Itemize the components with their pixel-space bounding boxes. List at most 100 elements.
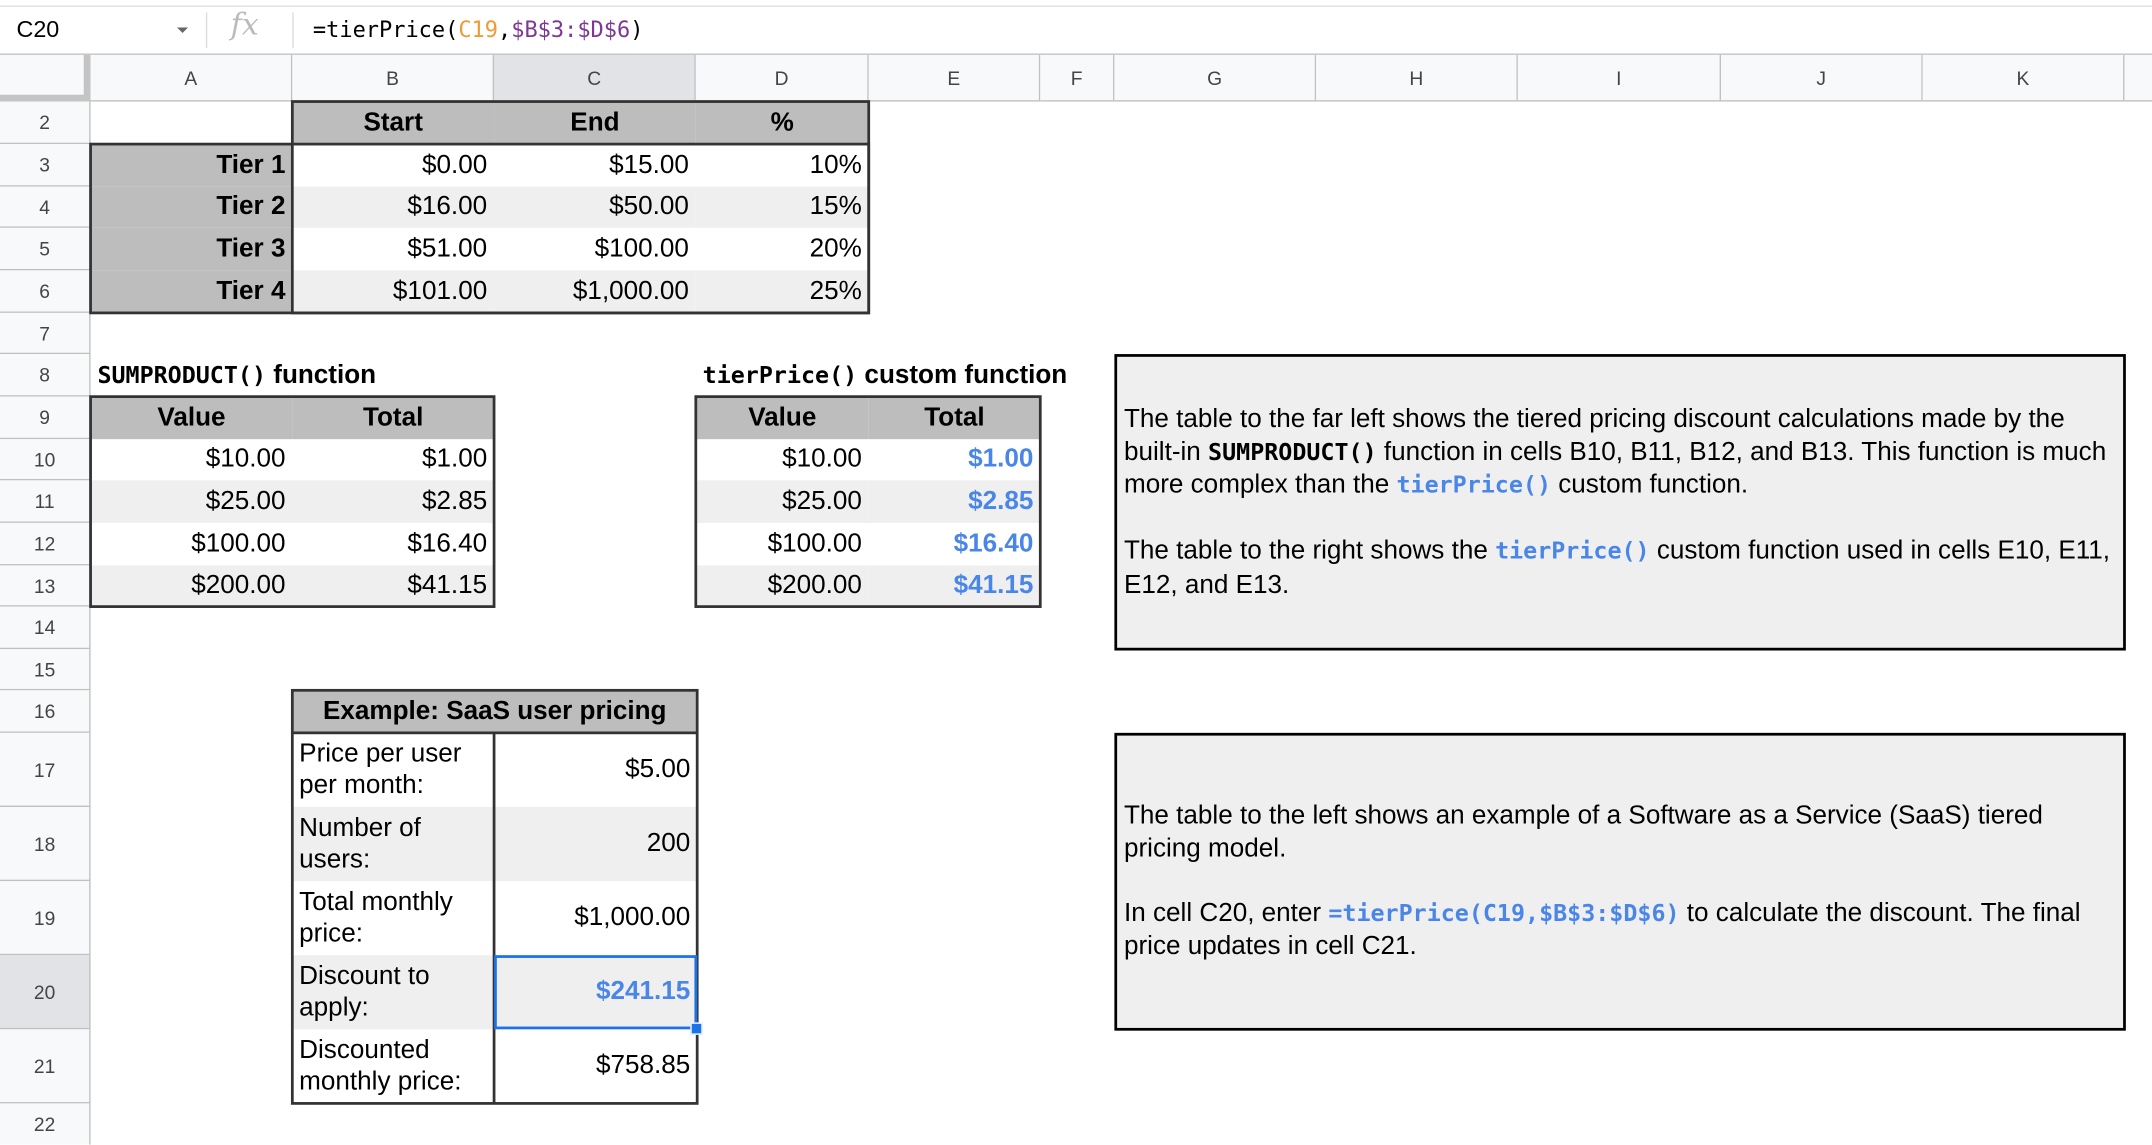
tier-header-pct[interactable]: % (695, 101, 869, 145)
saas-label-users[interactable]: Number of users: (292, 806, 495, 882)
saas-value-users[interactable]: 200 (494, 806, 698, 882)
note2-paragraph-1: The table to the left shows an example o… (1123, 801, 2043, 863)
row-header-16[interactable]: 16 (0, 690, 91, 733)
note-box-saas[interactable]: The table to the left shows an example o… (1114, 732, 2126, 1031)
row-header-15[interactable]: 15 (0, 649, 91, 691)
row-header-4[interactable]: 4 (0, 186, 91, 228)
freeze-row-handle[interactable] (0, 94, 91, 102)
tierprice-total[interactable]: $1.00 (968, 444, 1034, 474)
saas-value-discount[interactable]: $241.15 (494, 955, 698, 1030)
name-box[interactable]: C20 (16, 16, 60, 43)
column-header-h[interactable]: H (1316, 54, 1518, 102)
freeze-column-handle[interactable] (83, 54, 91, 102)
tier-start[interactable]: $0.00 (421, 150, 488, 180)
sumproduct-value[interactable]: $10.00 (205, 444, 286, 474)
select-all-corner[interactable] (0, 54, 91, 102)
note-box-functions[interactable]: The table to the far left shows the tier… (1114, 354, 2126, 651)
saas-table-title[interactable]: Example: SaaS user pricing (292, 690, 698, 733)
tier-label[interactable]: Tier 1 (90, 144, 293, 187)
tier-end[interactable]: $1,000.00 (494, 270, 696, 313)
tierprice-value[interactable]: $100.00 (767, 529, 862, 558)
sumproduct-header-value[interactable]: Value (90, 396, 293, 440)
row-header-17[interactable]: 17 (0, 732, 91, 807)
sumproduct-value[interactable]: $100.00 (191, 529, 286, 558)
row-header-10[interactable]: 10 (0, 439, 91, 481)
row-header-2[interactable]: 2 (0, 101, 91, 145)
saas-value-discounted[interactable]: $758.85 (596, 1051, 691, 1081)
tier-pct[interactable]: 10% (809, 150, 862, 180)
sumproduct-total[interactable]: $2.85 (292, 480, 495, 523)
column-header-k[interactable]: K (1922, 54, 2125, 102)
tierprice-value[interactable]: $10.00 (782, 444, 862, 474)
formula-input[interactable]: =tierPrice(C19,$B$3:$D$6) (313, 16, 644, 42)
sumproduct-header-total[interactable]: Total (292, 396, 495, 440)
column-header-c[interactable]: C (494, 54, 696, 102)
tier-label[interactable]: Tier 2 (90, 186, 293, 228)
tier-end[interactable]: $50.00 (494, 186, 696, 228)
tierprice-table-title: tierPrice() custom function (696, 354, 1074, 397)
saas-value-total[interactable]: $1,000.00 (574, 903, 691, 932)
sumproduct-value[interactable]: $200.00 (90, 565, 293, 607)
column-header-l[interactable] (2124, 54, 2152, 102)
row-header-20[interactable]: 20 (0, 955, 91, 1030)
row-header-21[interactable]: 21 (0, 1029, 91, 1104)
row-header-19[interactable]: 19 (0, 881, 91, 956)
saas-label-price-per-user[interactable]: Price per user per month: (299, 739, 462, 801)
tierprice-total[interactable]: $2.85 (868, 480, 1041, 523)
column-header-e[interactable]: E (868, 54, 1041, 102)
row-header-5[interactable]: 5 (0, 227, 91, 271)
column-header-i[interactable]: I (1517, 54, 1721, 102)
row-header-7[interactable]: 7 (0, 312, 91, 355)
row-header-9[interactable]: 9 (0, 396, 91, 440)
formula-ref-range: $B$3:$D$6 (511, 16, 631, 43)
row-header-11[interactable]: 11 (0, 480, 91, 523)
tier-start[interactable]: $51.00 (407, 233, 488, 263)
saas-value-price-per-user[interactable]: $5.00 (625, 754, 691, 784)
tier-pct[interactable]: 25% (695, 270, 869, 313)
column-header-b[interactable]: B (292, 54, 495, 102)
row-header-12[interactable]: 12 (0, 522, 91, 566)
tierprice-value[interactable]: $25.00 (695, 480, 869, 523)
tierprice-total[interactable]: $41.15 (868, 565, 1041, 607)
tierprice-header-value[interactable]: Value (695, 396, 869, 440)
tier-label[interactable]: Tier 3 (90, 227, 293, 271)
tier-end[interactable]: $15.00 (609, 150, 689, 180)
saas-label-discounted[interactable]: Discounted monthly price: (299, 1036, 462, 1097)
row-header-13[interactable]: 13 (0, 565, 91, 607)
fill-handle[interactable] (690, 1022, 703, 1035)
tierprice-total[interactable]: $16.40 (953, 529, 1034, 558)
tier-start[interactable]: $16.00 (292, 186, 495, 228)
row-header-3[interactable]: 3 (0, 144, 91, 187)
saas-header-divider (292, 731, 698, 735)
column-header-j[interactable]: J (1720, 54, 1923, 102)
tier-end[interactable]: $100.00 (594, 233, 689, 263)
tier-label[interactable]: Tier 4 (90, 270, 293, 313)
column-header-g[interactable]: G (1114, 54, 1317, 102)
sumproduct-total[interactable]: $41.15 (292, 565, 495, 607)
fx-icon: fx (230, 8, 259, 43)
tier-header-start[interactable]: Start (292, 101, 495, 145)
column-header-f[interactable]: F (1040, 54, 1115, 102)
row-header-18[interactable]: 18 (0, 806, 91, 882)
tier-pct[interactable]: 20% (809, 233, 862, 263)
sumproduct-total[interactable]: $1.00 (421, 444, 488, 474)
selected-cell-c20[interactable] (494, 955, 698, 1030)
sumproduct-value[interactable]: $25.00 (90, 480, 293, 523)
sumproduct-total[interactable]: $16.40 (407, 529, 488, 558)
tierprice-header-total[interactable]: Total (868, 396, 1041, 440)
row-header-6[interactable]: 6 (0, 270, 91, 313)
column-header-a[interactable]: A (90, 54, 293, 102)
name-box-dropdown-icon[interactable] (177, 27, 189, 33)
tier-header-end[interactable]: End (494, 101, 696, 145)
row-header-14[interactable]: 14 (0, 606, 91, 650)
tier-start[interactable]: $101.00 (292, 270, 495, 313)
row-header-8[interactable]: 8 (0, 354, 91, 397)
row-header-22[interactable]: 22 (0, 1103, 91, 1145)
tier-pct[interactable]: 15% (695, 186, 869, 228)
saas-label-discount[interactable]: Discount to apply: (292, 955, 495, 1030)
saas-label-total[interactable]: Total monthly price: (299, 887, 453, 949)
tierprice-value[interactable]: $200.00 (695, 565, 869, 607)
note-text: custom function used in cells E10, E11, … (1123, 536, 2111, 600)
column-header-d[interactable]: D (695, 54, 869, 102)
